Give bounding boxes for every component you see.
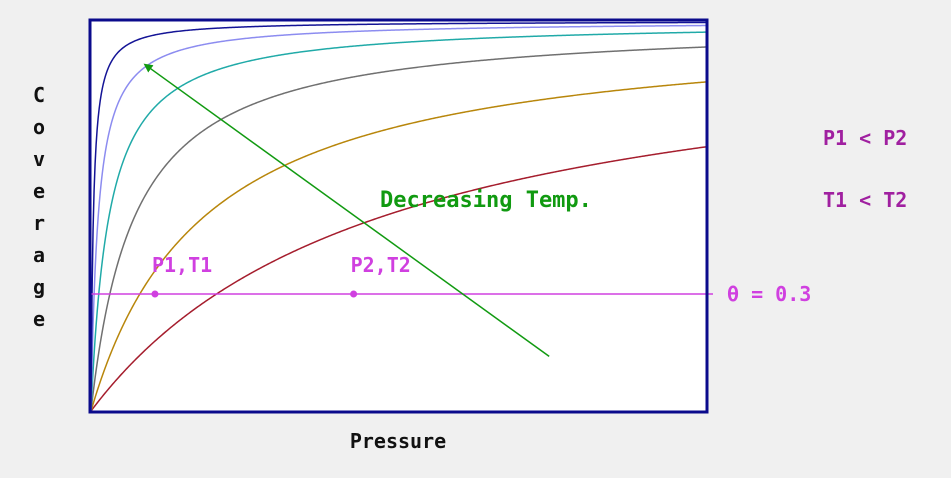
isotherm-curves bbox=[91, 21, 706, 411]
y-axis-label-char: e bbox=[33, 307, 45, 331]
y-axis-label-char: v bbox=[33, 147, 45, 171]
point-marker-1 bbox=[151, 290, 159, 298]
point-label-2: P2,T2 bbox=[351, 253, 411, 277]
isotherm-curve-6 bbox=[91, 21, 706, 411]
plot-area bbox=[90, 20, 707, 412]
point-marker-2 bbox=[350, 290, 358, 298]
isotherm-curve-5 bbox=[91, 24, 706, 411]
plot-border bbox=[88, 18, 709, 414]
y-axis-label-char: o bbox=[33, 115, 45, 139]
side-note-temperature: T1 < T2 bbox=[823, 188, 907, 212]
marked-points: P1,T1 P2,T2 bbox=[151, 253, 411, 298]
isotherm-curve-2 bbox=[91, 81, 706, 411]
y-axis-label-char: g bbox=[33, 275, 45, 299]
point-label-1: P1,T1 bbox=[152, 253, 212, 277]
isotherm-curve-4 bbox=[91, 31, 706, 411]
isotherm-curve-3 bbox=[91, 46, 706, 411]
decreasing-temp-arrow bbox=[143, 63, 550, 358]
y-axis-label-char: r bbox=[33, 211, 45, 235]
y-axis-label-char: C bbox=[33, 83, 45, 107]
side-note-pressure: P1 < P2 bbox=[823, 126, 907, 150]
x-axis-label: Pressure bbox=[350, 429, 446, 453]
y-axis-label-char: a bbox=[33, 243, 45, 267]
isotherm-curve-1 bbox=[91, 146, 706, 411]
reference-line-label: θ = 0.3 bbox=[727, 282, 811, 306]
annotation-label: Decreasing Temp. bbox=[380, 188, 592, 213]
y-axis-label-char: e bbox=[33, 179, 45, 203]
